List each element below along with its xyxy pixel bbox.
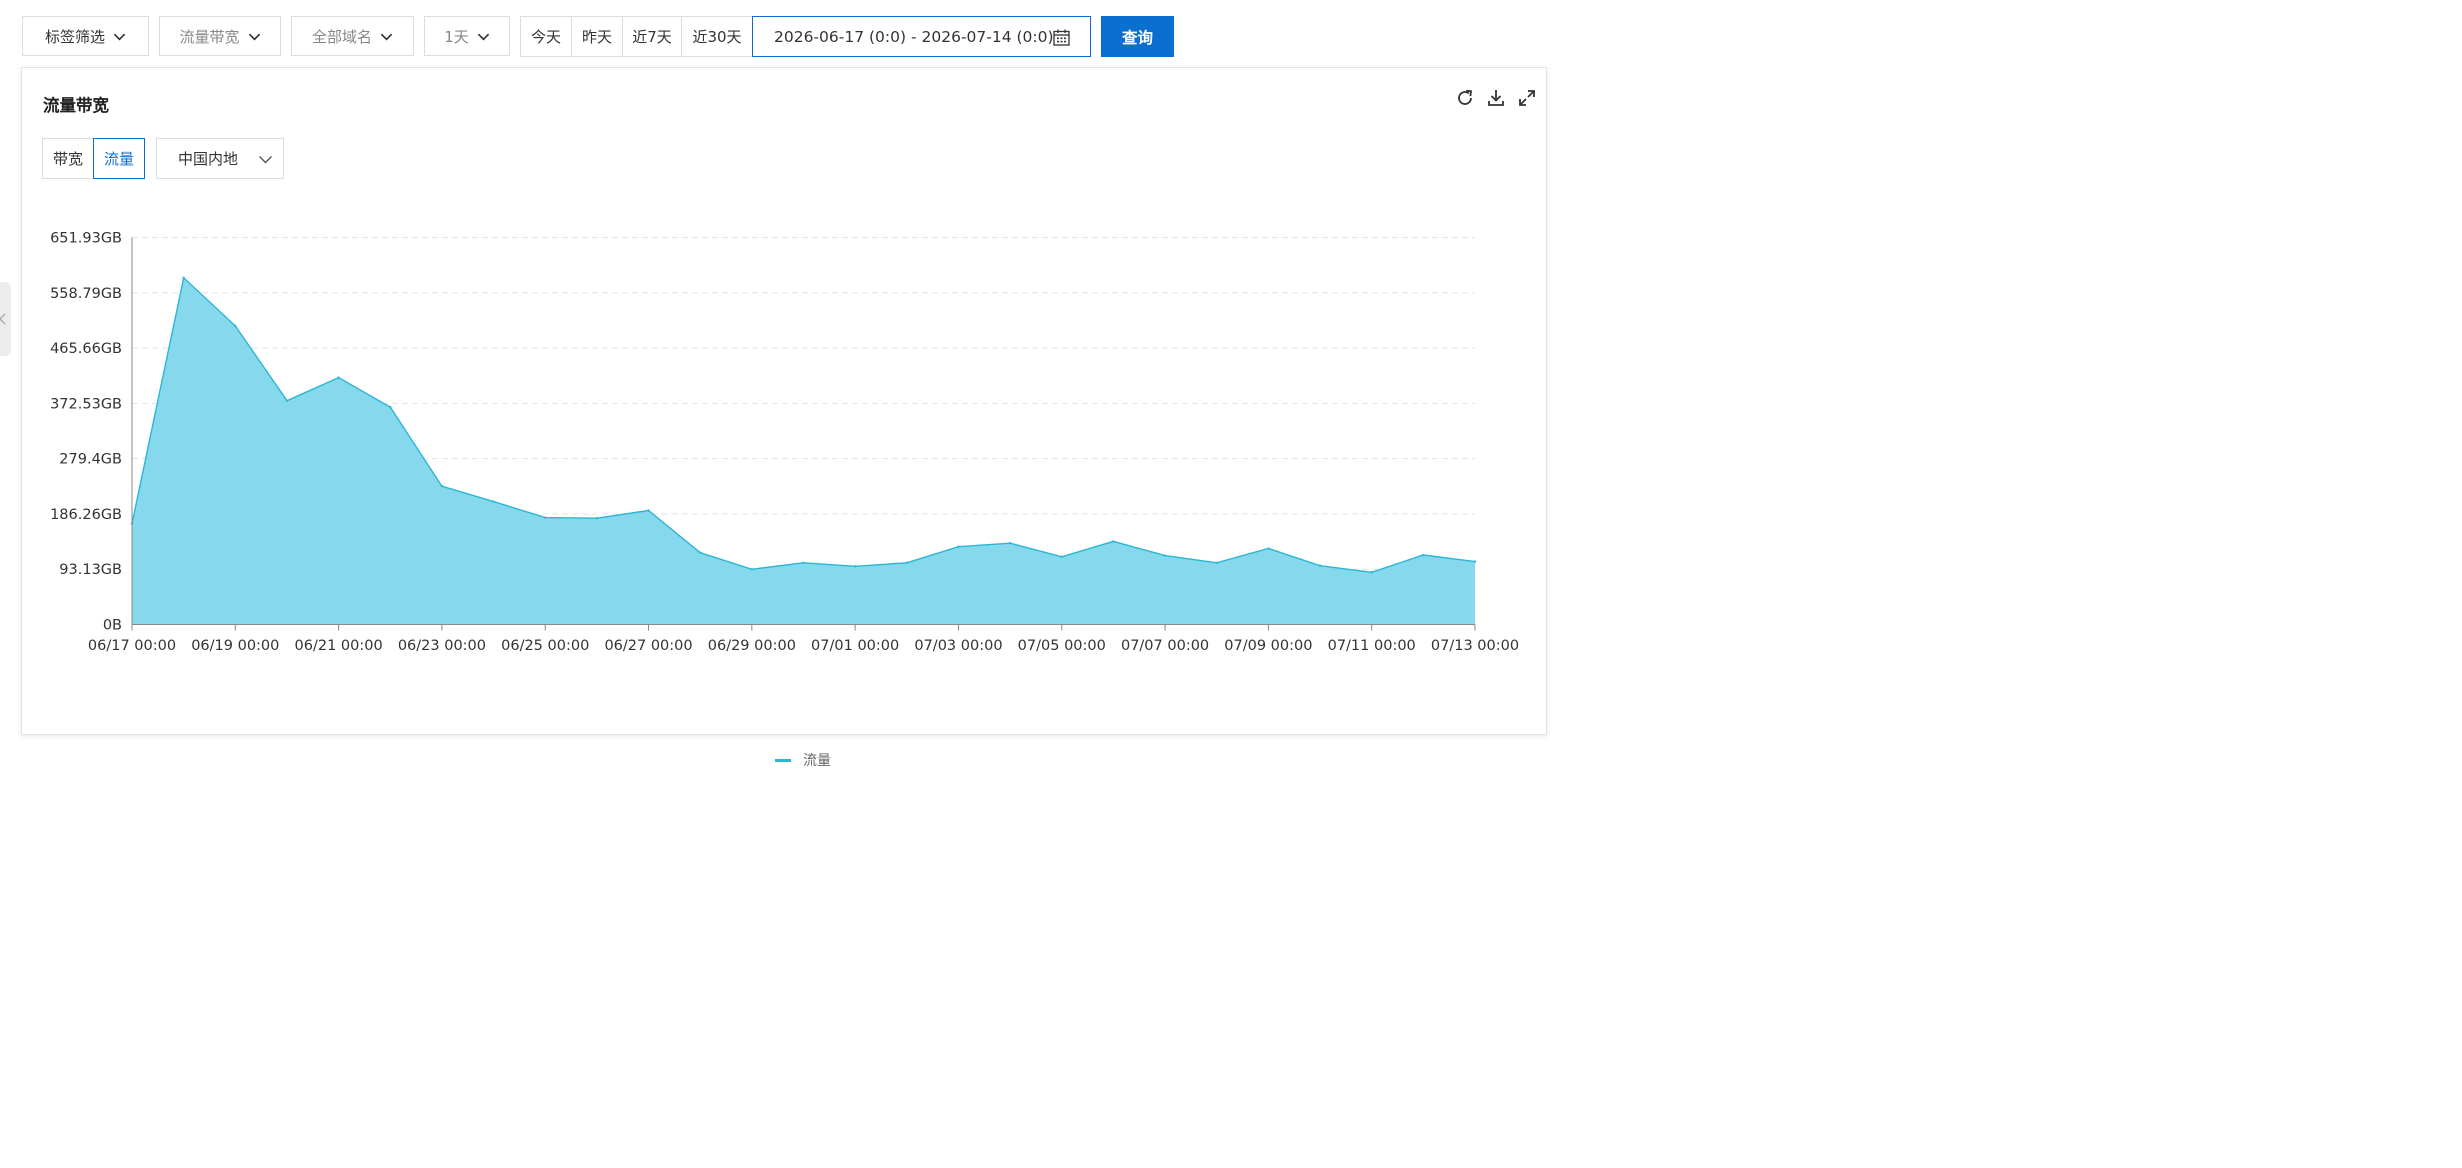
x-tick-label: 06/21 00:00 xyxy=(295,638,383,654)
date-range-value: 2026-06-17 (0:0) - 2026-07-14 (0:0) xyxy=(774,27,1054,46)
y-tick-label: 0B xyxy=(103,618,122,634)
data-point xyxy=(595,517,599,520)
quick-range-7d[interactable]: 近7天 xyxy=(622,16,682,57)
data-point xyxy=(853,565,857,568)
x-tick-label: 07/03 00:00 xyxy=(914,638,1002,654)
data-point xyxy=(957,545,960,548)
y-tick-label: 651.93GB xyxy=(50,231,122,247)
quick-range-label: 昨天 xyxy=(581,28,612,46)
chevron-down-icon xyxy=(380,30,393,43)
data-point xyxy=(440,484,444,488)
date-range-picker[interactable]: 2026-06-17 (0:0) - 2026-07-14 (0:0) xyxy=(752,16,1091,57)
data-point xyxy=(698,551,702,554)
quick-range-label: 今天 xyxy=(530,28,561,46)
x-tick-label: 06/29 00:00 xyxy=(708,638,796,654)
y-tick-label: 465.66GB xyxy=(50,341,122,357)
quick-range-yesterday[interactable]: 昨天 xyxy=(571,16,623,57)
data-point xyxy=(802,561,805,564)
traffic-area-chart: 0B 93.13GB 186.26GB 279.4GB 372.53GB 465.66GB… xyxy=(50,231,1519,655)
x-tick-label: 07/01 00:00 xyxy=(811,638,899,654)
tag-filter-dropdown[interactable]: 标签筛选 xyxy=(22,16,149,56)
data-point xyxy=(1060,555,1063,559)
series-area-traffic xyxy=(132,277,1475,625)
data-point xyxy=(905,561,909,564)
x-tick-label: 06/25 00:00 xyxy=(501,638,589,654)
x-tick-label: 06/19 00:00 xyxy=(191,638,279,654)
y-tick-label: 279.4GB xyxy=(59,452,122,468)
chevron-down-icon xyxy=(259,156,272,164)
y-tick-label: 558.79GB xyxy=(50,286,122,302)
data-point xyxy=(1215,561,1218,564)
data-point xyxy=(1370,571,1373,574)
data-point xyxy=(1473,560,1477,563)
domain-dropdown[interactable]: 全部域名 xyxy=(291,16,414,56)
chart-legend[interactable]: 流量 xyxy=(775,750,831,770)
chevron-down-icon xyxy=(248,30,261,43)
legend-label: 流量 xyxy=(803,753,831,769)
chevron-left-icon xyxy=(0,313,6,325)
quick-range-label: 近30天 xyxy=(692,28,742,46)
tab-bandwidth[interactable]: 带宽 xyxy=(42,138,94,179)
data-point xyxy=(1008,541,1012,545)
quick-range-label: 近7天 xyxy=(632,28,672,46)
data-point xyxy=(750,568,754,571)
data-point xyxy=(1267,547,1270,550)
toolbar: 标签筛选 流量带宽 全部域名 1天 今天 昨天 近7天 近30天 2026-06… xyxy=(0,0,1568,60)
data-point xyxy=(1318,564,1322,567)
refresh-icon[interactable] xyxy=(1455,88,1475,108)
data-point xyxy=(544,516,547,519)
data-point xyxy=(1112,540,1115,543)
tag-filter-label: 标签筛选 xyxy=(44,27,105,46)
x-tick-label: 06/17 00:00 xyxy=(88,638,176,654)
quick-range-today[interactable]: 今天 xyxy=(520,16,572,57)
x-tick-label: 07/13 00:00 xyxy=(1431,638,1519,654)
metric-label: 流量带宽 xyxy=(179,27,240,46)
chevron-down-icon xyxy=(113,30,126,43)
x-tick-label: 07/09 00:00 xyxy=(1224,638,1312,654)
region-label: 中国内地 xyxy=(178,150,239,168)
legend-swatch xyxy=(775,758,791,762)
x-tick-label: 07/07 00:00 xyxy=(1121,638,1209,654)
query-button[interactable]: 查询 xyxy=(1101,16,1174,57)
tab-label: 流量 xyxy=(103,150,134,168)
y-tick-label: 372.53GB xyxy=(50,396,122,412)
data-point xyxy=(492,500,495,503)
data-point xyxy=(647,509,650,512)
sidebar-collapse-handle[interactable] xyxy=(0,282,11,356)
tab-traffic[interactable]: 流量 xyxy=(93,138,145,179)
region-dropdown[interactable]: 中国内地 xyxy=(156,138,284,179)
x-tick-label: 06/23 00:00 xyxy=(398,638,486,654)
data-point xyxy=(389,406,392,409)
fullscreen-icon[interactable] xyxy=(1517,88,1537,108)
y-tick-label: 186.26GB xyxy=(50,507,122,523)
x-tick-label: 06/27 00:00 xyxy=(604,638,692,654)
data-point xyxy=(1422,553,1425,557)
chevron-down-icon xyxy=(477,30,490,43)
domain-label: 全部域名 xyxy=(311,27,372,46)
data-point xyxy=(285,399,289,402)
granularity-dropdown[interactable]: 1天 xyxy=(424,16,510,56)
y-tick-label: 93.13GB xyxy=(59,562,122,578)
panel-title: 流量带宽 xyxy=(43,96,109,115)
x-tick-label: 07/11 00:00 xyxy=(1328,638,1416,654)
download-icon[interactable] xyxy=(1486,88,1506,108)
tab-label: 带宽 xyxy=(52,150,83,168)
data-point xyxy=(182,276,185,280)
data-point xyxy=(234,324,237,328)
metric-dropdown[interactable]: 流量带宽 xyxy=(159,16,281,56)
x-tick-label: 07/05 00:00 xyxy=(1018,638,1106,654)
calendar-icon xyxy=(1053,29,1070,46)
data-point xyxy=(337,376,340,379)
data-point xyxy=(1163,554,1167,557)
granularity-label: 1天 xyxy=(444,27,469,46)
